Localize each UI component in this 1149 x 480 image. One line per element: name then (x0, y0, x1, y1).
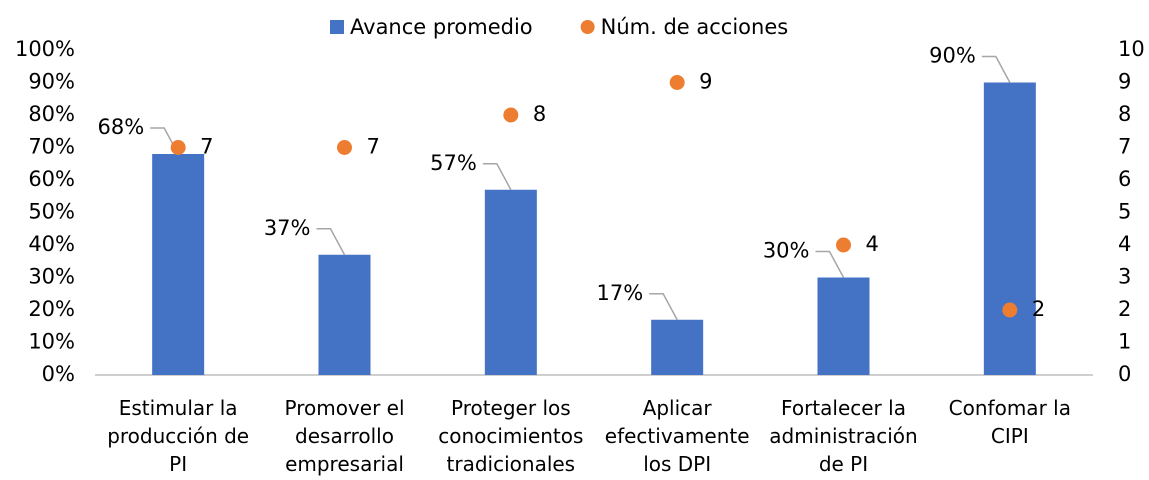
bar (152, 154, 205, 375)
bar (484, 189, 537, 375)
y-tick-label: 10% (28, 330, 75, 354)
bar (983, 82, 1036, 375)
x-tick-label: Aplicar efectivamente los DPI (604, 396, 750, 476)
x-tick-label: Promover el desarrollo empresarial (284, 396, 405, 476)
bar (651, 319, 704, 375)
x-tick-label: Estimular la producción de PI (107, 396, 250, 476)
data-label: 37% (264, 216, 311, 240)
leader-line (815, 250, 845, 278)
leader-line (482, 163, 512, 191)
y2-tick-label: 5 (1118, 200, 1131, 224)
y2-tick-label: 3 (1118, 265, 1131, 289)
bar (817, 277, 870, 375)
dot (170, 140, 186, 155)
y2-tick-label: 4 (1118, 232, 1131, 256)
x-tick-label: Fortalecer la administración de PI (769, 396, 918, 476)
data-label: 7 (367, 135, 380, 159)
leader-line (316, 228, 346, 256)
legend-marker (330, 20, 344, 34)
leader-line (649, 293, 678, 321)
y2-tick-label: 0 (1118, 362, 1131, 386)
data-label: 9 (699, 70, 712, 94)
data-label: 7 (200, 135, 213, 159)
data-label: 57% (430, 151, 477, 175)
data-label: 4 (866, 232, 879, 256)
legend-label: Núm. de acciones (601, 15, 789, 39)
dot (1002, 302, 1018, 318)
data-label: 30% (763, 239, 810, 263)
dot (836, 237, 851, 253)
y-tick-label: 70% (28, 135, 75, 159)
legend-label: Avance promedio (350, 15, 533, 39)
dot (337, 140, 352, 155)
y2-tick-label: 1 (1118, 330, 1131, 354)
y-tick-label: 0% (42, 362, 75, 386)
y2-tick-label: 10 (1118, 37, 1145, 61)
y2-tick-label: 6 (1118, 167, 1131, 191)
data-label: 90% (929, 44, 976, 68)
y-tick-label: 40% (28, 232, 75, 256)
legend-marker (580, 20, 595, 34)
data-label: 17% (596, 281, 643, 305)
dot (669, 75, 685, 90)
y-tick-label: 20% (28, 297, 75, 321)
y-tick-label: 50% (28, 200, 75, 224)
y-tick-label: 60% (28, 167, 75, 191)
y2-tick-label: 2 (1118, 297, 1131, 321)
y2-tick-label: 9 (1118, 70, 1131, 94)
data-label: 68% (97, 115, 144, 139)
y2-tick-label: 8 (1118, 102, 1131, 126)
y-tick-label: 30% (28, 265, 75, 289)
leader-line (981, 55, 1011, 83)
y-tick-label: 90% (28, 70, 75, 94)
dot (503, 107, 519, 123)
x-tick-label: Proteger los conocimientos tradicionales (438, 396, 584, 476)
y-tick-label: 100% (15, 37, 75, 61)
x-tick-label: Confomar la CIPI (948, 396, 1071, 448)
data-label: 2 (1032, 297, 1045, 321)
data-label: 8 (533, 102, 546, 126)
y-tick-label: 80% (28, 102, 75, 126)
bar (318, 254, 371, 375)
y2-tick-label: 7 (1118, 135, 1131, 159)
